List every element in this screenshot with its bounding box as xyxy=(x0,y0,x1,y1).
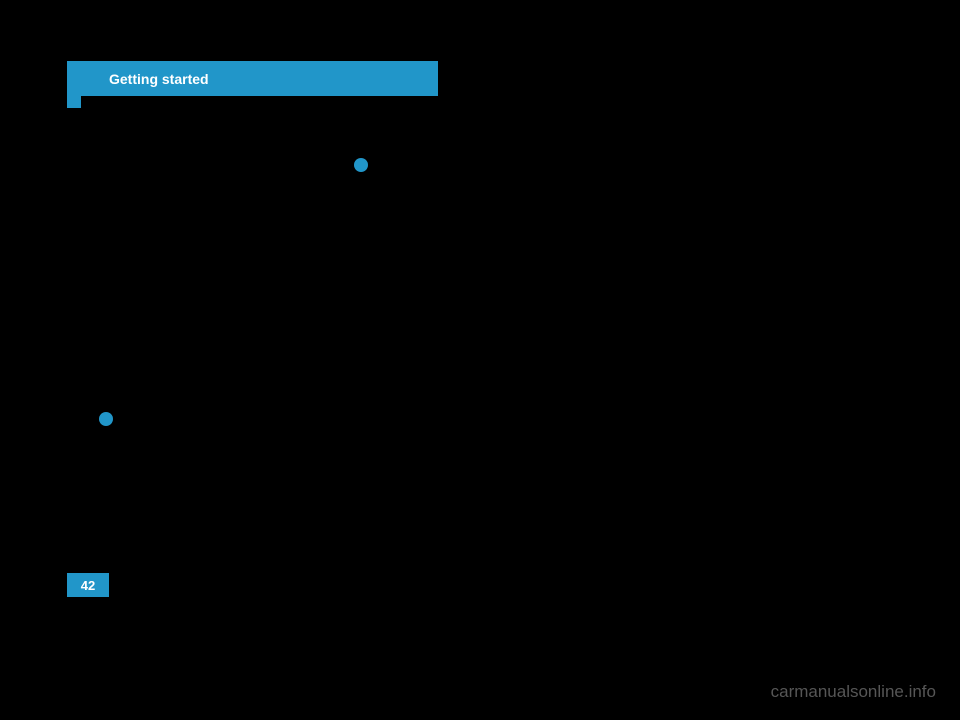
page-number-box: 42 xyxy=(67,573,109,597)
bullet-icon xyxy=(354,158,368,172)
watermark-text: carmanualsonline.info xyxy=(771,682,936,702)
section-title: Getting started xyxy=(109,71,209,87)
page-number: 42 xyxy=(81,578,95,593)
bullet-icon xyxy=(99,412,113,426)
section-header: Getting started xyxy=(67,61,438,96)
header-accent xyxy=(67,96,81,108)
